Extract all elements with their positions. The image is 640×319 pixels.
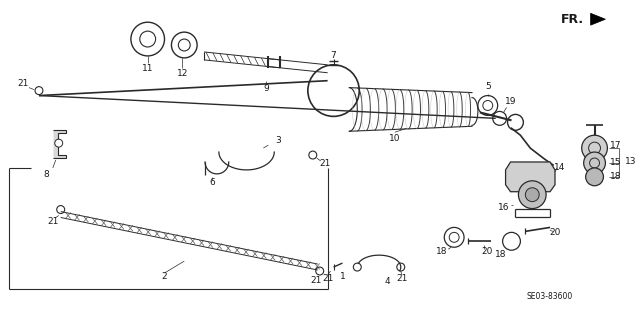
Text: 3: 3 [275, 136, 281, 145]
Text: 21: 21 [17, 79, 29, 88]
Text: 21: 21 [319, 160, 330, 168]
Circle shape [582, 135, 607, 161]
Text: 21: 21 [47, 217, 58, 226]
Text: 5: 5 [485, 82, 491, 91]
Text: 15: 15 [611, 159, 622, 167]
Text: 12: 12 [177, 69, 188, 78]
Text: 18: 18 [436, 247, 447, 256]
Text: 10: 10 [389, 134, 401, 143]
Text: 4: 4 [384, 278, 390, 286]
Text: 21: 21 [322, 274, 333, 284]
Text: 21: 21 [396, 274, 408, 284]
Text: 17: 17 [611, 141, 622, 150]
Text: 2: 2 [162, 272, 167, 281]
Text: 20: 20 [481, 247, 492, 256]
Text: SE03-83600: SE03-83600 [527, 292, 573, 301]
Circle shape [55, 139, 63, 147]
Text: 6: 6 [209, 178, 215, 187]
Text: 13: 13 [625, 158, 637, 167]
Circle shape [525, 188, 539, 202]
Circle shape [584, 152, 605, 174]
Polygon shape [591, 13, 605, 25]
Text: 20: 20 [549, 228, 561, 237]
Polygon shape [506, 162, 555, 192]
Text: 11: 11 [142, 64, 154, 73]
Text: 21: 21 [310, 277, 321, 286]
Text: 18: 18 [611, 172, 622, 181]
Polygon shape [52, 130, 66, 158]
Text: 14: 14 [554, 163, 566, 173]
Text: 19: 19 [505, 97, 516, 106]
Text: 18: 18 [495, 250, 506, 259]
Text: 8: 8 [43, 170, 49, 179]
Circle shape [518, 181, 546, 209]
Text: 1: 1 [340, 272, 346, 281]
Text: 7: 7 [331, 51, 337, 60]
Text: 9: 9 [264, 84, 269, 93]
Circle shape [586, 168, 604, 186]
Text: FR.: FR. [561, 13, 584, 26]
Text: 16: 16 [498, 203, 509, 212]
